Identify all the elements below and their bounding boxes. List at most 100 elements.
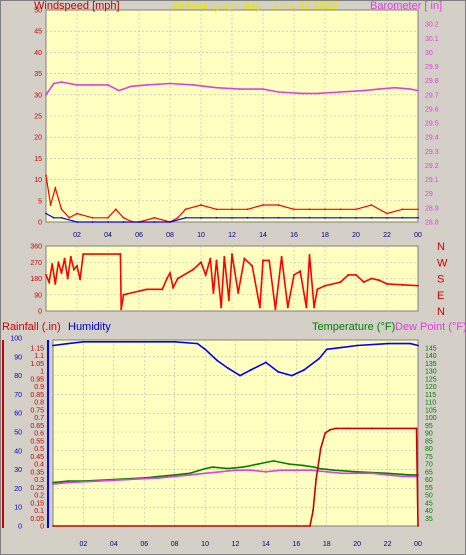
wind-direction-point [57,261,60,264]
rain-tick-label: 0.4 [34,462,44,469]
temp-tick-label: 135 [425,361,437,368]
dew-point-point [371,472,374,475]
temp-tick-label: 45 [425,500,433,507]
humidity-point [204,348,206,351]
rain-ticks: 00.050.10.150.20.250.30.350.40.450.50.55… [30,345,44,530]
rainfall-point [319,447,322,450]
x-tick-label: 22 [383,232,391,239]
rainfall-point [371,427,374,430]
barometer-point [130,85,133,88]
x-tick-label: 16 [290,232,298,239]
x-tick-label: 14 [259,232,267,239]
wind-direction-point [165,277,168,280]
baro-tick-label: 29.1 [425,177,439,184]
wind-speed-point [45,212,47,215]
temp-tick-label: 100 [425,415,437,422]
wind-speed-line [45,212,418,223]
humidity-point [409,342,412,345]
wind-tick-label: 50 [34,8,42,15]
barometer-point [262,88,264,91]
wind-baro-right-ticks: 28.8 28.9 29 29.1 29.2 29.3 29.4 29.5 29.6 29.7 29… [425,22,439,227]
x-tick-label: 02 [73,232,81,239]
temperature-point [173,473,176,476]
wind-direction-point [176,277,179,280]
humidity-tick-label: 90 [14,354,22,361]
wind-direction-point [209,257,212,260]
wind-tick-label: 10 [34,177,42,184]
direction-tick-label: 90 [34,292,42,299]
x-tick-label: 00 [414,232,422,239]
wind-gust-point [355,208,357,211]
temp-tick-label: 80 [425,446,433,453]
wind-direction-point [79,278,82,281]
humidity-point [112,340,115,343]
wind-gust-point [68,216,71,219]
humidity-tick-label: 50 [14,430,22,437]
x-tick-label: 10 [197,232,205,239]
wind-direction-point [69,255,72,258]
temp-tick-label: 90 [425,431,433,438]
wind-gust-point [215,208,218,211]
wind-direction-point [378,279,381,282]
x-tick-label: 22 [384,541,392,548]
dew-point-point [158,477,161,479]
temperature-point [318,467,321,470]
humidity-point [277,370,279,373]
humidity-tick-label: 20 [14,486,22,493]
wind-gust-point [76,212,78,215]
dew-point-point [295,469,298,472]
temperature-point [272,460,275,462]
compass-label: S [437,274,444,286]
dew-point-point [234,469,237,472]
humidity-point [417,344,419,347]
wind-gust-point [370,204,373,206]
wind-speed-point [76,221,78,223]
x-tick-label: 04 [104,232,112,239]
rain-tick-label: 0.05 [30,516,44,523]
x-tick-label: 18 [321,232,329,239]
temperature-point [242,466,245,468]
rainfall-point [312,509,314,512]
temperature-point [52,481,54,484]
humidity-point [356,344,359,347]
baro-tick-label: 29.2 [425,163,439,170]
wind-tick-label: 0 [38,220,42,227]
humidity-tick-label: 0 [18,524,22,531]
wind-speed-point [215,216,218,219]
wind-speed-point [386,216,388,219]
x-tick-label: 20 [352,232,360,239]
barometer-point [60,81,63,83]
wind-baro-x-ticks: 02 04 06 08 10 12 14 16 18 20 22 00 [73,232,422,239]
dew-point-point [249,469,252,472]
wind-direction-point [280,255,283,258]
dew-point-point [128,478,130,481]
barometer-point [117,89,120,92]
wind-direction-point [138,290,140,293]
wind-axis-title: Windspeed [mph] [34,0,120,12]
rain-tick-label: 0.75 [30,407,44,414]
wind-tick-label: 20 [34,135,42,142]
rain-tick-label: 0.15 [30,500,44,507]
wind-direction-point [299,270,302,273]
wind-speed-point [417,216,419,219]
barometer-point [393,86,396,89]
temp-tick-label: 105 [425,407,437,414]
temp-tick-label: 120 [425,384,437,391]
baro-tick-label: 29.3 [425,149,439,156]
humidity-point [226,367,229,369]
wind-speed-point [52,216,55,219]
wind-direction-point [63,257,66,260]
barometer-point [238,88,241,91]
wind-gust-point [54,187,57,189]
temp-tick-label: 70 [425,462,433,469]
wind-gust-point [200,204,202,206]
baro-tick-label: 29.8 [425,78,439,85]
dew-point-point [97,480,100,482]
wind-direction-point [66,277,69,280]
wind-speed-point [231,216,233,219]
wind-direction-point [286,306,289,309]
wind-gust-point [45,174,47,177]
rain-tick-label: 0.7 [34,415,44,422]
wind-gust-point [107,216,109,219]
temperature-point [204,467,206,470]
